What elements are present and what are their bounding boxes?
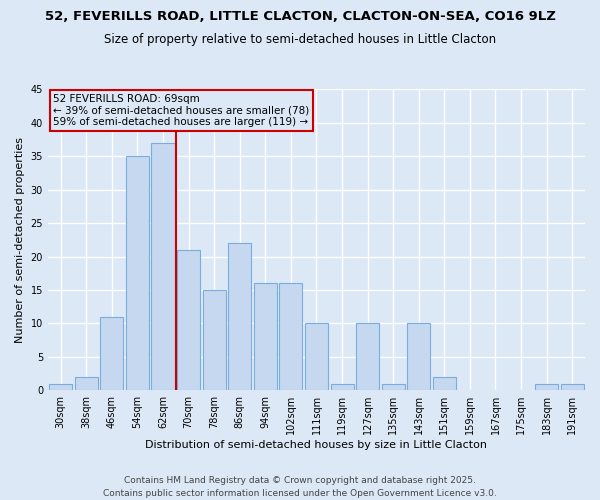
Y-axis label: Number of semi-detached properties: Number of semi-detached properties	[15, 137, 25, 343]
X-axis label: Distribution of semi-detached houses by size in Little Clacton: Distribution of semi-detached houses by …	[145, 440, 487, 450]
Bar	[407, 324, 430, 390]
Bar	[177, 250, 200, 390]
Bar	[228, 243, 251, 390]
Bar	[331, 384, 353, 390]
Bar	[305, 324, 328, 390]
Bar	[203, 290, 226, 390]
Text: Size of property relative to semi-detached houses in Little Clacton: Size of property relative to semi-detach…	[104, 32, 496, 46]
Bar	[254, 284, 277, 390]
Bar	[433, 377, 456, 390]
Text: Contains HM Land Registry data © Crown copyright and database right 2025.
Contai: Contains HM Land Registry data © Crown c…	[103, 476, 497, 498]
Bar	[126, 156, 149, 390]
Bar	[49, 384, 72, 390]
Text: 52 FEVERILLS ROAD: 69sqm
← 39% of semi-detached houses are smaller (78)
59% of s: 52 FEVERILLS ROAD: 69sqm ← 39% of semi-d…	[53, 94, 310, 127]
Bar	[151, 143, 175, 390]
Bar	[75, 377, 98, 390]
Bar	[356, 324, 379, 390]
Bar	[100, 316, 124, 390]
Bar	[280, 284, 302, 390]
Text: 52, FEVERILLS ROAD, LITTLE CLACTON, CLACTON-ON-SEA, CO16 9LZ: 52, FEVERILLS ROAD, LITTLE CLACTON, CLAC…	[44, 10, 556, 23]
Bar	[561, 384, 584, 390]
Bar	[535, 384, 558, 390]
Bar	[382, 384, 404, 390]
